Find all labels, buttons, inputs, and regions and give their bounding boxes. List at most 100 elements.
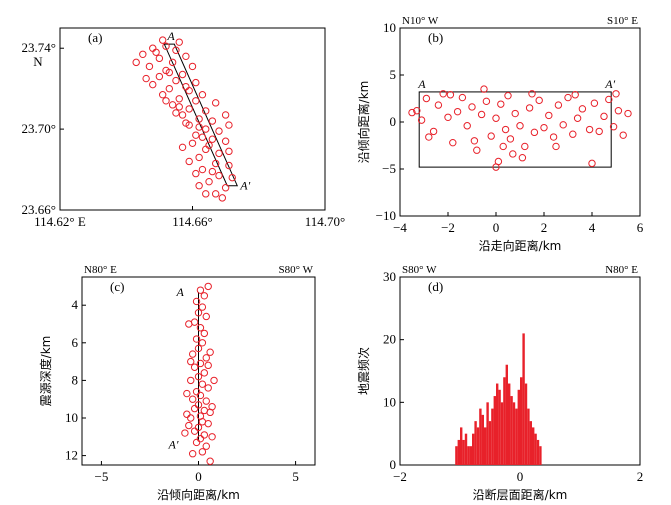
event-point bbox=[540, 123, 548, 132]
event-point bbox=[468, 103, 476, 111]
x-tick-label: −2 bbox=[393, 469, 407, 484]
event-point bbox=[190, 363, 199, 371]
event-point bbox=[228, 173, 236, 182]
x-tick-label: −2 bbox=[441, 220, 455, 235]
event-point bbox=[470, 137, 479, 145]
event-point bbox=[198, 339, 207, 347]
y-axis-title: 沿倾向距离/km bbox=[356, 81, 371, 164]
event-point bbox=[221, 137, 230, 145]
y-tick-label: 30 bbox=[383, 269, 396, 284]
x-axis-title: 沿断层面距离/km bbox=[473, 487, 568, 502]
y-tick-label: 23.70° bbox=[22, 121, 56, 136]
y-tick-label: 6 bbox=[72, 335, 79, 350]
event-point bbox=[208, 117, 217, 125]
panel-label: (d) bbox=[428, 279, 443, 294]
event-point bbox=[202, 145, 210, 154]
event-point bbox=[588, 159, 596, 168]
event-point bbox=[590, 99, 599, 107]
profile-end-label: A′ bbox=[168, 438, 179, 452]
event-point bbox=[578, 105, 587, 113]
event-point bbox=[175, 38, 183, 46]
x-tick-label: 4 bbox=[589, 220, 596, 235]
event-point bbox=[195, 153, 203, 162]
event-point bbox=[497, 100, 505, 108]
event-point bbox=[509, 150, 517, 158]
event-point bbox=[518, 154, 527, 162]
event-point bbox=[181, 429, 189, 437]
y-axis-title: 地震频次 bbox=[357, 347, 371, 395]
y-tick-label: 8 bbox=[72, 372, 79, 387]
x-axis-title: 沿倾向距离/km bbox=[157, 487, 240, 502]
event-point bbox=[482, 97, 491, 106]
y-unit-label: N bbox=[33, 54, 43, 69]
event-point bbox=[188, 139, 197, 147]
event-point bbox=[198, 448, 207, 456]
histogram-bar bbox=[457, 439, 460, 465]
event-point bbox=[183, 410, 191, 418]
histogram-bar bbox=[481, 414, 484, 465]
event-point bbox=[192, 438, 201, 447]
event-point bbox=[211, 190, 220, 198]
event-point bbox=[530, 128, 539, 137]
panel-a: (a) 114.62° E 114.66° 114.70° 23.66° 23.70° 23… bbox=[22, 27, 345, 229]
event-point bbox=[198, 91, 207, 99]
event-point bbox=[458, 93, 467, 102]
event-point bbox=[511, 109, 519, 118]
y-tick-label: 0 bbox=[390, 457, 397, 472]
event-point bbox=[192, 387, 201, 396]
event-point bbox=[188, 62, 197, 71]
event-point bbox=[196, 359, 205, 368]
event-point bbox=[198, 133, 207, 141]
x-tick-label: 5 bbox=[292, 469, 299, 484]
x-tick-label: 0 bbox=[195, 469, 202, 484]
histogram-bar bbox=[488, 421, 492, 465]
event-point bbox=[210, 376, 218, 385]
event-point bbox=[444, 113, 452, 122]
event-point bbox=[571, 91, 579, 99]
event-point bbox=[188, 395, 197, 403]
event-point bbox=[535, 96, 543, 105]
event-point bbox=[145, 62, 154, 71]
profile-end-label: A′ bbox=[239, 179, 250, 193]
event-point bbox=[195, 182, 203, 190]
event-point bbox=[194, 309, 203, 317]
profile-box bbox=[418, 91, 612, 168]
event-point bbox=[218, 194, 227, 202]
x-tick-label: 0 bbox=[517, 469, 524, 484]
event-point bbox=[225, 161, 233, 170]
event-point bbox=[202, 190, 210, 198]
event-point bbox=[185, 320, 193, 328]
event-point bbox=[175, 95, 183, 103]
event-point bbox=[185, 421, 193, 430]
event-point bbox=[190, 404, 199, 413]
event-point bbox=[215, 171, 223, 180]
event-point bbox=[192, 131, 200, 139]
event-point bbox=[225, 147, 233, 156]
event-point bbox=[614, 107, 623, 115]
event-point bbox=[162, 97, 170, 105]
panel-b: (b) −4 −2 0 2 4 6 −10 −5 0 5 10 N10° W S10° E 沿走向距离/km… bbox=[356, 15, 644, 253]
event-point bbox=[196, 391, 205, 400]
event-point bbox=[198, 303, 207, 311]
left-direction-label: S80° W bbox=[402, 264, 437, 276]
histogram-bar bbox=[510, 396, 513, 465]
x-tick-label: 2 bbox=[637, 469, 644, 484]
event-point bbox=[168, 58, 177, 67]
histogram-bar bbox=[520, 377, 523, 465]
event-point bbox=[182, 52, 190, 61]
event-point bbox=[528, 90, 536, 98]
event-point bbox=[205, 177, 213, 186]
x-tick-label: 0 bbox=[493, 220, 500, 235]
histogram-bar bbox=[500, 402, 504, 465]
event-point bbox=[149, 80, 157, 89]
event-point bbox=[487, 132, 495, 140]
event-point bbox=[422, 94, 431, 103]
histogram-bar bbox=[505, 364, 508, 465]
event-point bbox=[446, 91, 455, 99]
y-tick-label: 12 bbox=[65, 448, 78, 463]
right-direction-label: N80° E bbox=[605, 264, 638, 276]
event-point bbox=[149, 44, 157, 52]
event-point bbox=[434, 101, 443, 109]
event-point bbox=[225, 121, 233, 129]
